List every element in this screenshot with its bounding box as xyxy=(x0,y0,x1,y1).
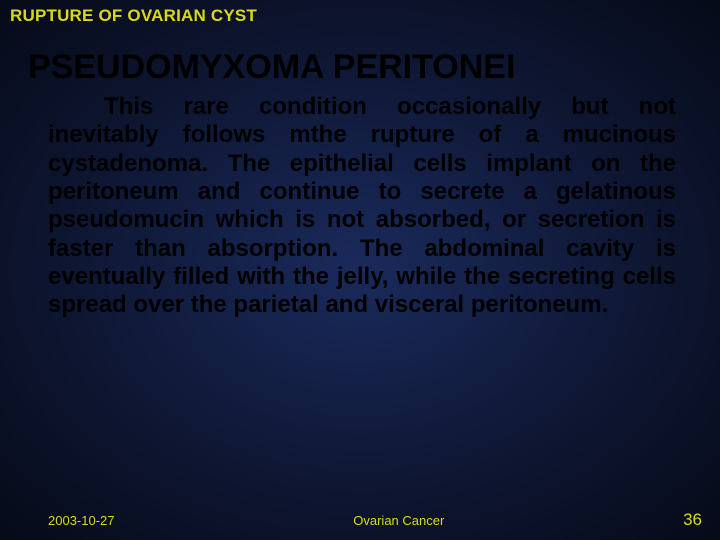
slide-title: PSEUDOMYXOMA PERITONEI xyxy=(0,26,720,93)
slide-footer: 2003-10-27 Ovarian Cancer 36 xyxy=(0,510,720,530)
footer-center: Ovarian Cancer xyxy=(115,513,684,528)
slide-header: RUPTURE OF OVARIAN CYST xyxy=(0,0,720,26)
footer-date: 2003-10-27 xyxy=(48,513,115,528)
slide-body-text: This rare condition occasionally but not… xyxy=(0,93,720,320)
footer-page-number: 36 xyxy=(683,510,702,530)
